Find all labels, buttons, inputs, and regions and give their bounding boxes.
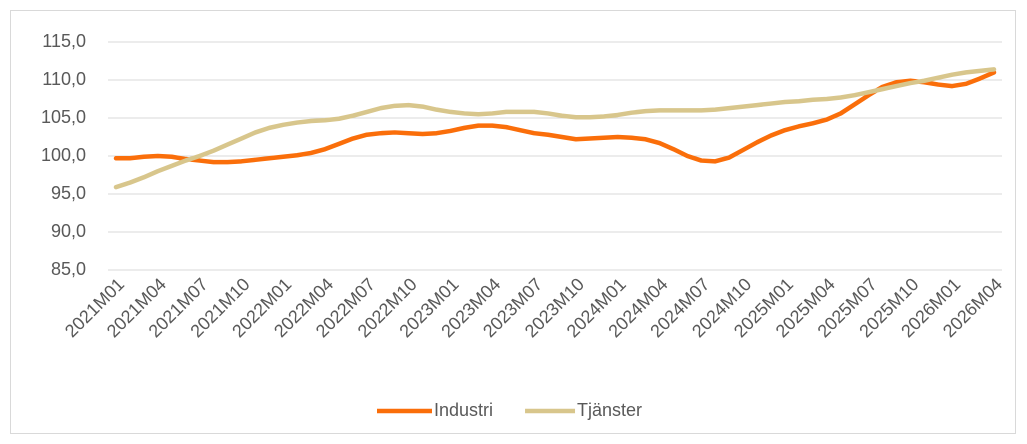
y-tick-label: 100,0 xyxy=(41,145,86,165)
y-tick-label: 95,0 xyxy=(51,183,86,203)
legend-label: Tjänster xyxy=(577,400,642,420)
y-tick-label: 115,0 xyxy=(42,31,86,51)
chart-border xyxy=(10,10,1016,434)
line-series xyxy=(113,67,997,190)
y-tick-label: 90,0 xyxy=(51,221,86,241)
y-tick-label: 85,0 xyxy=(51,259,86,279)
y-tick-label: 105,0 xyxy=(41,107,86,127)
y-tick-label: 110,0 xyxy=(42,69,86,89)
legend-label: Industri xyxy=(434,400,493,420)
line-series xyxy=(113,70,997,165)
